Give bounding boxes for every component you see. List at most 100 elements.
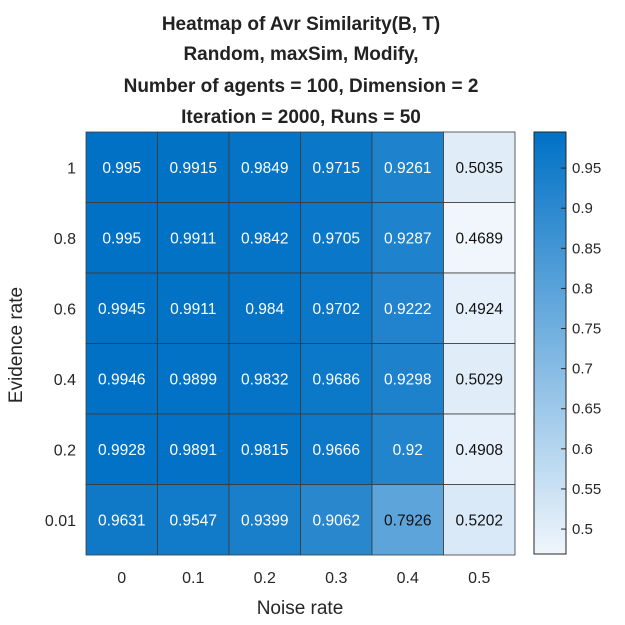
colorbar-gradient xyxy=(533,131,567,555)
heatmap-cell xyxy=(443,202,516,274)
heatmap-cells: 0.995 0.9915 0.9849 0.9715 0.9261 0.5035 0.995… xyxy=(85,131,516,556)
colorbar-tick-label: 0.75 xyxy=(572,321,601,338)
x-axis-label: Noise rate xyxy=(257,598,344,619)
y-tick-label: 0.2 xyxy=(54,442,76,459)
cell-value-label: 0.9899 xyxy=(170,371,217,388)
title-line-3: Number of agents = 100, Dimension = 2 xyxy=(124,76,479,97)
x-tick-label: 0 xyxy=(117,570,126,587)
cell-value-label: 0.9945 xyxy=(98,301,145,318)
cell-value-label: 0.995 xyxy=(102,160,141,177)
heatmap-cell xyxy=(443,484,516,556)
title-line-2: Random, maxSim, Modify, xyxy=(183,44,418,65)
heatmap-cell xyxy=(300,202,373,274)
heatmap-cell xyxy=(300,413,373,485)
cell-value-label: 0.9062 xyxy=(313,512,360,529)
y-tick-label: 0.8 xyxy=(54,231,76,248)
heatmap-cell xyxy=(157,272,230,344)
heatmap-cell xyxy=(371,131,444,203)
colorbar: 0.5 0.55 0.6 0.65 0.7 0.75 0.8 0.85 0.9 0.95 xyxy=(533,131,601,555)
heatmap-cell xyxy=(443,413,516,485)
colorbar-tick-label: 0.85 xyxy=(572,240,601,257)
colorbar-tick-label: 0.9 xyxy=(572,200,593,217)
heatmap-cell xyxy=(85,343,158,415)
cell-value-label: 0.92 xyxy=(393,442,423,459)
cell-value-label: 0.9911 xyxy=(170,301,216,318)
x-tick-label: 0.5 xyxy=(468,570,490,587)
heatmap-cell xyxy=(228,413,301,485)
heatmap-cell xyxy=(300,343,373,415)
cell-value-label: 0.9891 xyxy=(170,442,217,459)
cell-value-label: 0.9261 xyxy=(384,160,431,177)
title-line-1: Heatmap of Avr Similarity(B, T) xyxy=(162,14,440,35)
y-tick-label: 1 xyxy=(67,160,76,177)
heatmap-cell xyxy=(300,131,373,203)
y-axis-label: Evidence rate xyxy=(6,287,27,403)
cell-value-label: 0.9946 xyxy=(98,371,145,388)
cell-value-label: 0.9399 xyxy=(241,512,288,529)
heatmap-cell xyxy=(300,272,373,344)
cell-value-label: 0.9298 xyxy=(384,371,431,388)
cell-value-label: 0.4908 xyxy=(456,442,503,459)
cell-value-label: 0.9842 xyxy=(241,230,288,247)
heatmap-cell xyxy=(85,413,158,485)
cell-value-label: 0.9715 xyxy=(313,160,360,177)
heatmap-cell xyxy=(157,202,230,274)
x-tick-labels: 0 0.1 0.2 0.3 0.4 0.5 xyxy=(117,570,490,587)
cell-value-label: 0.5202 xyxy=(456,512,503,529)
heatmap-cell xyxy=(371,484,444,556)
colorbar-tick-label: 0.5 xyxy=(572,521,593,538)
cell-value-label: 0.9832 xyxy=(241,371,288,388)
cell-value-label: 0.9666 xyxy=(313,442,360,459)
cell-value-label: 0.5035 xyxy=(456,160,503,177)
cell-value-label: 0.9849 xyxy=(241,160,288,177)
y-tick-labels: 1 0.8 0.6 0.4 0.2 0.01 xyxy=(45,160,76,530)
cell-value-label: 0.4924 xyxy=(456,301,504,318)
cell-value-label: 0.5029 xyxy=(456,371,503,388)
heatmap-cell xyxy=(85,272,158,344)
cell-value-label: 0.984 xyxy=(245,301,284,318)
heatmap-cell xyxy=(157,343,230,415)
cell-value-label: 0.9702 xyxy=(313,301,360,318)
cell-value-label: 0.9222 xyxy=(384,301,431,318)
cell-value-label: 0.9705 xyxy=(313,230,360,247)
heatmap-cell xyxy=(228,131,301,203)
title-line-4: Iteration = 2000, Runs = 50 xyxy=(181,107,421,128)
colorbar-tick-label: 0.7 xyxy=(572,361,593,378)
heatmap-cell xyxy=(371,413,444,485)
cell-value-label: 0.9915 xyxy=(170,160,217,177)
heatmap-cell xyxy=(371,343,444,415)
y-tick-label: 0.01 xyxy=(45,513,76,530)
y-tick-label: 0.6 xyxy=(54,301,76,318)
cell-value-label: 0.9928 xyxy=(98,442,145,459)
cell-value-label: 0.9815 xyxy=(241,442,288,459)
colorbar-tick-label: 0.6 xyxy=(572,441,593,458)
x-tick-label: 0.4 xyxy=(397,570,419,587)
heatmap-cell xyxy=(371,272,444,344)
cell-value-label: 0.9631 xyxy=(98,512,145,529)
x-tick-label: 0.2 xyxy=(254,570,276,587)
heatmap-cell xyxy=(443,272,516,344)
cell-value-label: 0.995 xyxy=(102,230,141,247)
heatmap-cell xyxy=(228,343,301,415)
cell-value-label: 0.9911 xyxy=(170,230,216,247)
heatmap-cell xyxy=(85,131,158,203)
chart-title: Heatmap of Avr Similarity(B, T) Random, … xyxy=(124,14,479,128)
heatmap-cell xyxy=(443,343,516,415)
cell-value-label: 0.9547 xyxy=(170,512,217,529)
heatmap-cell xyxy=(85,484,158,556)
colorbar-tick-label: 0.65 xyxy=(572,401,601,418)
heatmap-cell xyxy=(443,131,516,203)
heatmap-cell xyxy=(157,131,230,203)
x-tick-label: 0.1 xyxy=(182,570,204,587)
cell-value-label: 0.9287 xyxy=(384,230,431,247)
cell-value-label: 0.7926 xyxy=(384,512,431,529)
colorbar-tick-label: 0.95 xyxy=(572,160,601,177)
colorbar-tick-label: 0.55 xyxy=(572,481,601,498)
y-tick-label: 0.4 xyxy=(54,372,76,389)
x-tick-label: 0.3 xyxy=(325,570,347,587)
cell-value-label: 0.4689 xyxy=(456,230,503,247)
heatmap-cell xyxy=(228,272,301,344)
heatmap-cell xyxy=(300,484,373,556)
colorbar-tick-label: 0.8 xyxy=(572,280,593,297)
